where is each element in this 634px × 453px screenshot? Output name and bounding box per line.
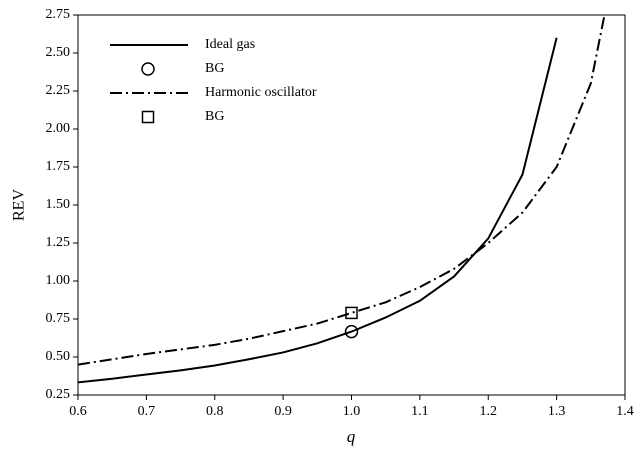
x-tick-label: 0.8	[206, 404, 224, 419]
y-tick-label: 1.50	[46, 197, 71, 212]
legend-marker	[141, 110, 155, 124]
x-tick-label: 1.3	[548, 404, 566, 419]
y-tick-label: 2.75	[46, 7, 71, 22]
data-point	[344, 324, 359, 339]
x-tick-label: 1.4	[616, 404, 634, 419]
x-tick-label: 1.2	[480, 404, 498, 419]
y-tick-label: 1.00	[46, 273, 71, 288]
legend-marker	[141, 62, 155, 76]
x-tick-label: 0.7	[138, 404, 156, 419]
data-line	[78, 37, 558, 384]
legend-label: BG	[205, 61, 224, 76]
y-tick-label: 0.75	[46, 311, 71, 326]
y-tick-label: 1.75	[46, 159, 71, 174]
x-tick-label: 0.9	[274, 404, 292, 419]
legend-label: Ideal gas	[205, 37, 255, 52]
x-axis-label: q	[347, 427, 356, 446]
y-tick-label: 1.25	[46, 235, 71, 250]
y-tick-label: 2.50	[46, 45, 71, 60]
data-line	[78, 15, 606, 366]
legend-label: Harmonic oscillator	[205, 85, 317, 100]
y-axis-label: REV	[11, 189, 28, 221]
y-tick-label: 0.50	[46, 349, 71, 364]
y-tick-label: 2.00	[46, 121, 71, 136]
y-tick-label: 0.25	[46, 387, 71, 402]
y-tick-label: 2.25	[46, 83, 71, 98]
x-tick-label: 0.6	[69, 404, 87, 419]
legend-label: BG	[205, 109, 224, 124]
x-tick-label: 1.0	[343, 404, 361, 419]
data-point	[345, 306, 358, 320]
x-tick-label: 1.1	[411, 404, 429, 419]
